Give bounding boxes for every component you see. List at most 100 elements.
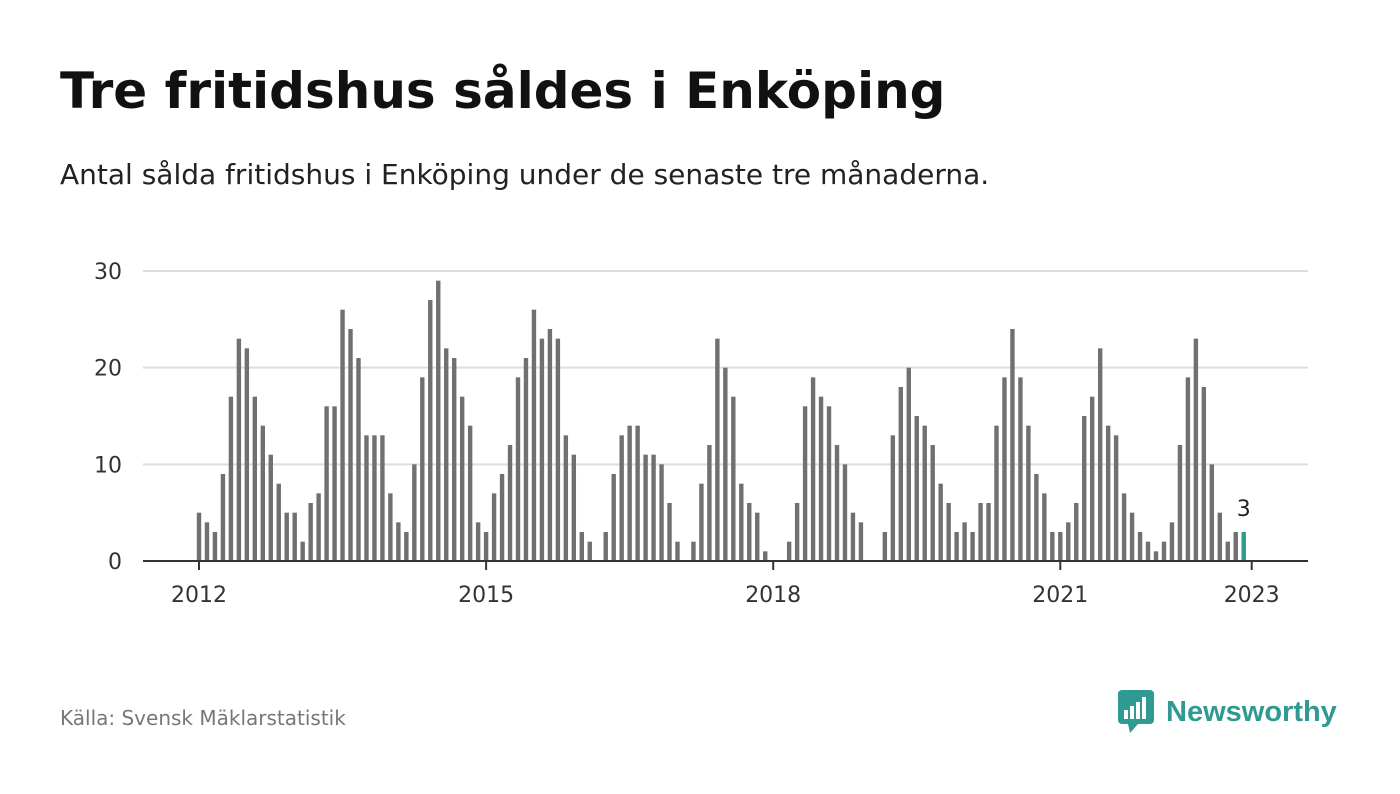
bar bbox=[436, 280, 441, 561]
bar bbox=[571, 454, 577, 561]
bar bbox=[380, 435, 385, 561]
bar bbox=[659, 464, 664, 561]
bar bbox=[739, 483, 744, 561]
bar bbox=[563, 435, 569, 561]
bar bbox=[1217, 512, 1222, 561]
bar bbox=[420, 377, 425, 561]
bar bbox=[388, 493, 393, 561]
bar bbox=[475, 522, 481, 561]
bar bbox=[914, 416, 919, 561]
bar bbox=[699, 483, 704, 561]
bar bbox=[348, 329, 353, 561]
bar bbox=[802, 406, 808, 561]
y-tick-label: 10 bbox=[94, 453, 122, 478]
bar bbox=[627, 425, 632, 561]
bar bbox=[1201, 387, 1207, 561]
bar bbox=[220, 474, 226, 561]
bar bbox=[635, 425, 640, 561]
bar bbox=[1074, 503, 1079, 561]
bar bbox=[675, 541, 680, 561]
bar bbox=[499, 474, 505, 561]
bar bbox=[316, 493, 321, 561]
y-tick-label: 20 bbox=[94, 357, 122, 382]
bar bbox=[1058, 532, 1063, 561]
bar-chart-speech-icon bbox=[1118, 690, 1154, 734]
bar bbox=[850, 512, 856, 561]
bar bbox=[587, 541, 592, 561]
bar bbox=[1082, 416, 1087, 561]
bar bbox=[244, 348, 250, 561]
bar bbox=[707, 445, 712, 561]
bar bbox=[483, 532, 489, 561]
bar bbox=[1105, 425, 1111, 561]
bar bbox=[1066, 522, 1071, 561]
bar bbox=[1129, 512, 1135, 561]
bar bbox=[260, 425, 265, 561]
bar bbox=[252, 396, 258, 561]
bar bbox=[715, 338, 720, 561]
bar bbox=[691, 541, 696, 561]
brand-name: Newsworthy bbox=[1166, 695, 1337, 728]
bar bbox=[228, 396, 234, 561]
bar bbox=[212, 532, 218, 561]
last-value-label: 3 bbox=[1237, 497, 1251, 522]
bar bbox=[1233, 532, 1238, 561]
bar bbox=[1050, 532, 1055, 561]
bar bbox=[1225, 541, 1230, 561]
bar bbox=[268, 454, 273, 561]
bar bbox=[396, 522, 401, 561]
bar bbox=[882, 532, 888, 561]
bar bbox=[300, 541, 305, 561]
bar bbox=[603, 532, 608, 561]
bar bbox=[1121, 493, 1127, 561]
bar bbox=[332, 406, 337, 561]
bar bbox=[412, 464, 417, 561]
bar bbox=[731, 396, 736, 561]
bar bbox=[284, 512, 289, 561]
bar bbox=[946, 503, 951, 561]
bar bbox=[970, 532, 975, 561]
bar bbox=[667, 503, 672, 561]
bar bbox=[1026, 425, 1031, 561]
bar bbox=[1113, 435, 1119, 561]
bar bbox=[1169, 522, 1175, 561]
bar bbox=[356, 358, 361, 561]
bar bbox=[1145, 541, 1151, 561]
bar bbox=[994, 425, 999, 561]
bar bbox=[547, 329, 553, 561]
bar-highlight bbox=[1241, 532, 1246, 561]
bar bbox=[826, 406, 832, 561]
bar bbox=[611, 474, 616, 561]
bar bbox=[467, 425, 473, 561]
bar bbox=[906, 367, 911, 561]
bar bbox=[1034, 474, 1039, 561]
bar bbox=[810, 377, 816, 561]
brand-logo: Newsworthy bbox=[1118, 690, 1337, 734]
bar bbox=[1153, 551, 1159, 561]
bar bbox=[755, 512, 760, 561]
bar bbox=[1097, 348, 1103, 561]
bar bbox=[292, 512, 297, 561]
x-tick-label: 2012 bbox=[171, 583, 227, 608]
bar bbox=[324, 406, 329, 561]
bar bbox=[1090, 396, 1095, 561]
bar bbox=[491, 493, 497, 561]
bar bbox=[531, 309, 537, 561]
source-text: Källa: Svensk Mäklarstatistik bbox=[60, 706, 346, 730]
bar bbox=[1137, 532, 1143, 561]
bar bbox=[515, 377, 521, 561]
bar bbox=[404, 532, 409, 561]
bar bbox=[1010, 329, 1015, 561]
bar bbox=[308, 503, 313, 561]
bar bbox=[1018, 377, 1023, 561]
bar bbox=[196, 512, 202, 561]
bar bbox=[890, 435, 896, 561]
bar bbox=[842, 464, 848, 561]
bar bbox=[962, 522, 967, 561]
bar bbox=[651, 454, 656, 561]
bar bbox=[930, 445, 935, 561]
bar bbox=[858, 522, 864, 561]
bar bbox=[619, 435, 624, 561]
bar bbox=[444, 348, 449, 561]
